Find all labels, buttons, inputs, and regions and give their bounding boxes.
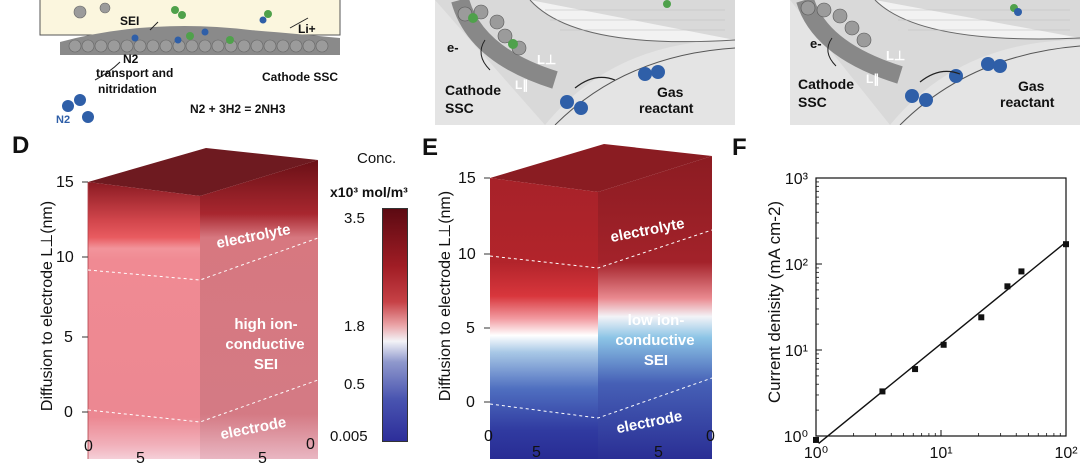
y-tick-label: 10² <box>785 257 809 274</box>
sei-label-line2: conductive <box>225 336 305 353</box>
sei-label-line1: low ion- <box>627 312 685 329</box>
sei-label: SEI <box>120 14 140 28</box>
n2-label: N2 <box>123 52 139 66</box>
panel-d: D <box>0 130 330 467</box>
plot-frame <box>815 177 1067 437</box>
colorbar-gradient <box>382 208 408 442</box>
x-tick: 0 <box>484 428 493 445</box>
colorbar-tick: 0.5 <box>344 376 365 393</box>
data-point <box>879 388 886 395</box>
y-tick: 0 <box>466 394 475 411</box>
cathode-label: Cathode <box>798 76 854 92</box>
y-axis-label: Diffusion to electrode L⊥(nm) <box>39 200 56 412</box>
panel-letter: F <box>732 134 747 161</box>
x-tick: 0 <box>306 436 315 453</box>
n2-blue-label: N2 <box>56 114 71 126</box>
sei-label-line3: SEI <box>253 356 279 373</box>
colorbar: Conc. x10³ mol/m³ 3.5 1.8 0.5 0.005 <box>330 140 420 450</box>
top-right-schematic: e- Cathode SSC L⊥ L∥ Gas reactant <box>790 0 1080 126</box>
y-tick-label: 10¹ <box>785 343 808 360</box>
e-minus-label: e- <box>810 36 822 51</box>
data-point <box>978 314 985 321</box>
y-tick-label: 10⁰ <box>784 429 808 446</box>
colorbar-tick: 3.5 <box>344 210 365 227</box>
top-left-schematic: SEI Li+ N2 transport and nitridation Cat… <box>0 0 360 126</box>
x-tick-label: 10¹ <box>929 445 952 459</box>
panel-e: E <box>420 130 730 461</box>
y-tick: 5 <box>64 329 73 346</box>
data-point <box>940 341 947 348</box>
l-par-label: L∥ <box>866 72 880 86</box>
l-perp-label: L⊥ <box>886 48 906 63</box>
y-axis-label: Diffusion to electrode L⊥(nm) <box>437 190 454 402</box>
l-par-label: L∥ <box>515 78 529 92</box>
sei-label-line3: SEI <box>643 352 669 369</box>
top-middle-schematic: e- Cathode SSC L⊥ L∥ Gas reactant <box>435 0 736 126</box>
data-point <box>1018 268 1025 275</box>
ssc-label: SSC <box>798 94 827 110</box>
gas-label: Gas <box>1018 78 1045 94</box>
cathode-label: Cathode <box>445 82 501 98</box>
reactant-label: reactant <box>1000 94 1055 110</box>
sei-label-line2: conductive <box>615 332 695 349</box>
sei-label-line1: high ion- <box>234 316 298 333</box>
colorbar-tick: 0.005 <box>330 428 368 445</box>
panel-f: F Current denisity (mA cm-2) 10³ 10² 10¹ 10… <box>730 130 1080 459</box>
x-tick: 5 <box>532 444 541 461</box>
data-point <box>1063 241 1069 248</box>
panel-letter: E <box>422 134 439 161</box>
x-tick: 5 <box>258 450 267 467</box>
y-tick: 10 <box>56 249 74 266</box>
data-point <box>813 436 819 443</box>
l-perp-label: L⊥ <box>537 52 557 67</box>
y-tick: 15 <box>56 174 74 191</box>
equation-label: N2 + 3H2 = 2NH3 <box>190 102 286 116</box>
panel-letter: D <box>12 132 30 159</box>
transport-label: transport and <box>96 66 174 80</box>
data-point <box>912 366 919 373</box>
x-tick: 5 <box>136 450 145 467</box>
data-point <box>1004 283 1011 290</box>
y-tick-label: 10³ <box>785 171 809 188</box>
cathode-ssc-label: Cathode SSC <box>262 70 339 84</box>
x-tick-label: 10² <box>1054 445 1078 459</box>
y-tick: 15 <box>458 170 476 187</box>
y-tick: 0 <box>64 404 73 421</box>
x-tick: 0 <box>84 438 93 455</box>
y-tick: 5 <box>466 320 475 337</box>
reactant-label: reactant <box>639 100 694 116</box>
li-label: Li+ <box>298 22 316 36</box>
colorbar-unit: x10³ mol/m³ <box>330 184 408 200</box>
x-tick-label: 10⁰ <box>804 445 828 459</box>
gas-label: Gas <box>657 84 684 100</box>
y-tick: 10 <box>458 246 476 263</box>
colorbar-tick: 1.8 <box>344 318 365 335</box>
nitridation-label: nitridation <box>98 82 157 96</box>
x-tick: 5 <box>654 444 663 461</box>
ssc-label: SSC <box>445 100 474 116</box>
e-minus-label: e- <box>447 40 459 55</box>
colorbar-title: Conc. <box>357 150 397 167</box>
x-tick: 0 <box>706 428 715 445</box>
